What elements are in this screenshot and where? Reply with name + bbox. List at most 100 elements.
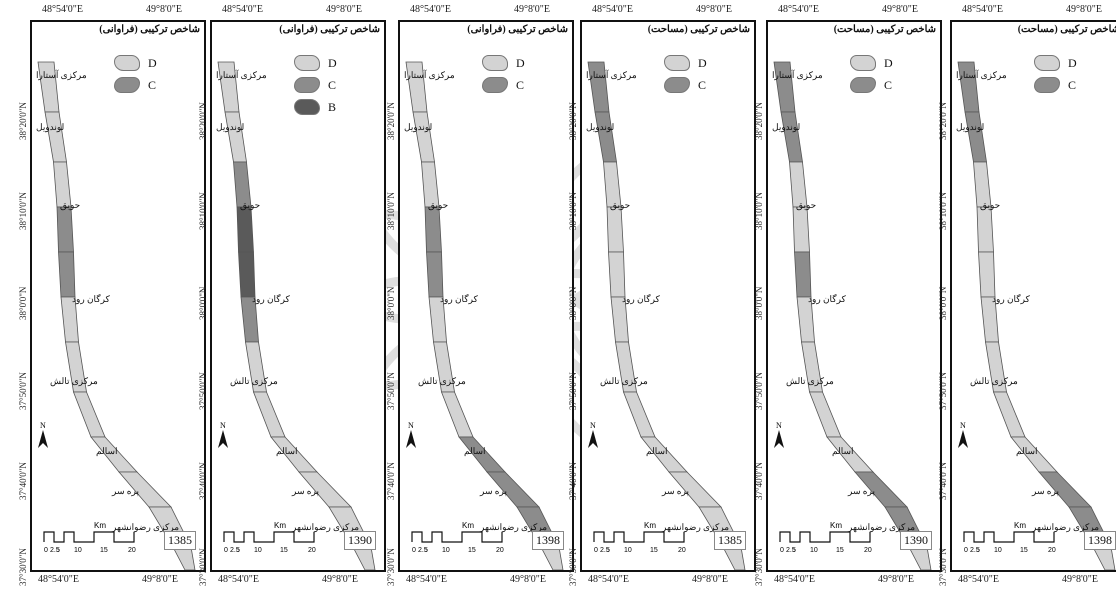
district-region-D xyxy=(808,391,842,438)
scale-tick-label: 5 xyxy=(606,547,610,554)
scale-unit-label: Km xyxy=(274,521,286,530)
place-label: کرگان رود xyxy=(808,294,846,304)
lat-label: 38°0'0"N xyxy=(18,286,28,320)
place-label: مرکزی رضوانشهر xyxy=(480,522,548,532)
place-label: کرگان رود xyxy=(252,294,290,304)
lat-label: 37°30'0"N xyxy=(754,548,764,586)
top-lon-east-label: 49°8'0"E xyxy=(146,4,182,15)
district-region-D xyxy=(976,206,994,253)
bottom-lon-east-label: 49°8'0"E xyxy=(878,574,914,585)
place-label: مرکزی تالش xyxy=(600,376,648,386)
scale-tick-label: 20 xyxy=(308,547,316,554)
north-arrow-icon: N xyxy=(588,421,598,448)
place-label: مرکزی رضوانشهر xyxy=(1032,522,1100,532)
bottom-lon-west-label: 48°54'0"E xyxy=(38,574,79,585)
district-region-D xyxy=(606,206,624,253)
top-lon-west-label: 48°54'0"E xyxy=(962,4,1003,15)
lat-label: 37°40'0"N xyxy=(198,462,208,500)
lat-label: 38°20'0"N xyxy=(18,102,28,140)
legend-item-D: D xyxy=(850,52,893,74)
legend-label: D xyxy=(1068,55,1077,70)
top-lon-east-label: 49°8'0"E xyxy=(326,4,362,15)
place-label: پره سر xyxy=(1032,486,1059,496)
legend-label: D xyxy=(516,55,525,70)
place-label: اسالم xyxy=(464,446,486,456)
district-region-C xyxy=(426,251,444,298)
scale-tick-label: 15 xyxy=(650,547,658,554)
scale-tick-label: 20 xyxy=(128,547,136,554)
lat-label: 37°40'0"N xyxy=(938,462,948,500)
district-region-D xyxy=(224,111,247,163)
scale-tick-label: 20 xyxy=(496,547,504,554)
district-region-D xyxy=(792,206,810,253)
scale-tick-label: 5 xyxy=(236,547,240,554)
top-lon-west-label: 48°54'0"E xyxy=(778,4,819,15)
district-region-C xyxy=(56,206,74,253)
legend-swatch xyxy=(1034,77,1060,93)
coastal-strip-map xyxy=(587,61,746,570)
legend-label: C xyxy=(148,77,157,92)
scale-unit-label: Km xyxy=(462,521,474,530)
district-region-C xyxy=(794,251,812,298)
lat-label: 37°40'0"N xyxy=(18,462,28,500)
place-label: مرکزی تالش xyxy=(970,376,1018,386)
legend-label: D xyxy=(328,55,337,70)
lat-label: 38°10'0"N xyxy=(754,192,764,230)
district-region-C xyxy=(964,111,987,163)
district-region-D xyxy=(412,111,435,163)
top-lon-west-label: 48°54'0"E xyxy=(42,4,83,15)
legend-swatch xyxy=(294,77,320,93)
lat-label: 38°20'0"N xyxy=(938,102,948,140)
north-label: N xyxy=(960,421,966,430)
place-label: مرکزی رضوانشهر xyxy=(112,522,180,532)
legend-swatch xyxy=(850,77,876,93)
lat-label: 37°40'0"N xyxy=(754,462,764,500)
legend-item-D: D xyxy=(114,52,157,74)
panel-title: شاخص ترکیبی (مساحت) xyxy=(1017,24,1116,35)
scale-tick-label: 5 xyxy=(56,547,60,554)
place-label: مرکزی تالش xyxy=(418,376,466,386)
district-region-D xyxy=(540,546,564,570)
lat-label: 38°0'0"N xyxy=(198,286,208,320)
district-region-D xyxy=(622,391,656,438)
scale-tick-label: 2.5 xyxy=(970,547,980,554)
north-label: N xyxy=(776,421,782,430)
district-region-D xyxy=(1092,546,1116,570)
coastal-strip-map xyxy=(957,61,1116,570)
map-panel-2: شاخص ترکیبی (فراوانی) مرکزی آستارا لوندویل… xyxy=(210,20,386,572)
scale-tick-label: 10 xyxy=(810,547,818,554)
district-region-D xyxy=(608,251,626,298)
lat-label: 38°0'0"N xyxy=(938,286,948,320)
place-label: پره سر xyxy=(292,486,319,496)
lat-label: 38°0'0"N xyxy=(386,286,396,320)
bottom-lon-east-label: 49°8'0"E xyxy=(1062,574,1098,585)
place-label: لوندویل xyxy=(956,122,985,132)
lat-label: 38°0'0"N xyxy=(568,286,578,320)
panel-title: شاخص ترکیبی (مساحت) xyxy=(833,24,936,35)
place-label: مرکزی آستارا xyxy=(36,70,87,80)
place-label: اسالم xyxy=(832,446,854,456)
scale-tick-label: 20 xyxy=(1048,547,1056,554)
place-label: مرکزی آستارا xyxy=(772,70,823,80)
scale-tick-label: 15 xyxy=(1020,547,1028,554)
scale-tick-label: 0 xyxy=(44,547,48,554)
scale-tick-label: 10 xyxy=(442,547,450,554)
coastal-strip-map xyxy=(773,61,932,570)
lat-label: 37°30'0"N xyxy=(568,548,578,586)
place-label: حویق xyxy=(610,200,631,210)
lat-label: 38°10'0"N xyxy=(198,192,208,230)
place-label: مرکزی رضوانشهر xyxy=(292,522,360,532)
scale-bar: Km 0 2.55 10 15 20 xyxy=(223,521,316,554)
place-label: حویق xyxy=(240,200,261,210)
bottom-lon-west-label: 48°54'0"E xyxy=(406,574,447,585)
map-panel-1: شاخص ترکیبی (فراوانی) مرکزی آستارا لوندویل… xyxy=(30,20,206,572)
scale-bar: Km 0 2.55 10 15 20 xyxy=(779,521,872,554)
top-lon-west-label: 48°54'0"E xyxy=(410,4,451,15)
legend-item-C: C xyxy=(1034,74,1077,96)
lat-label: 38°0'0"N xyxy=(754,286,764,320)
place-label: مرکزی تالش xyxy=(786,376,834,386)
bottom-lon-west-label: 48°54'0"E xyxy=(218,574,259,585)
